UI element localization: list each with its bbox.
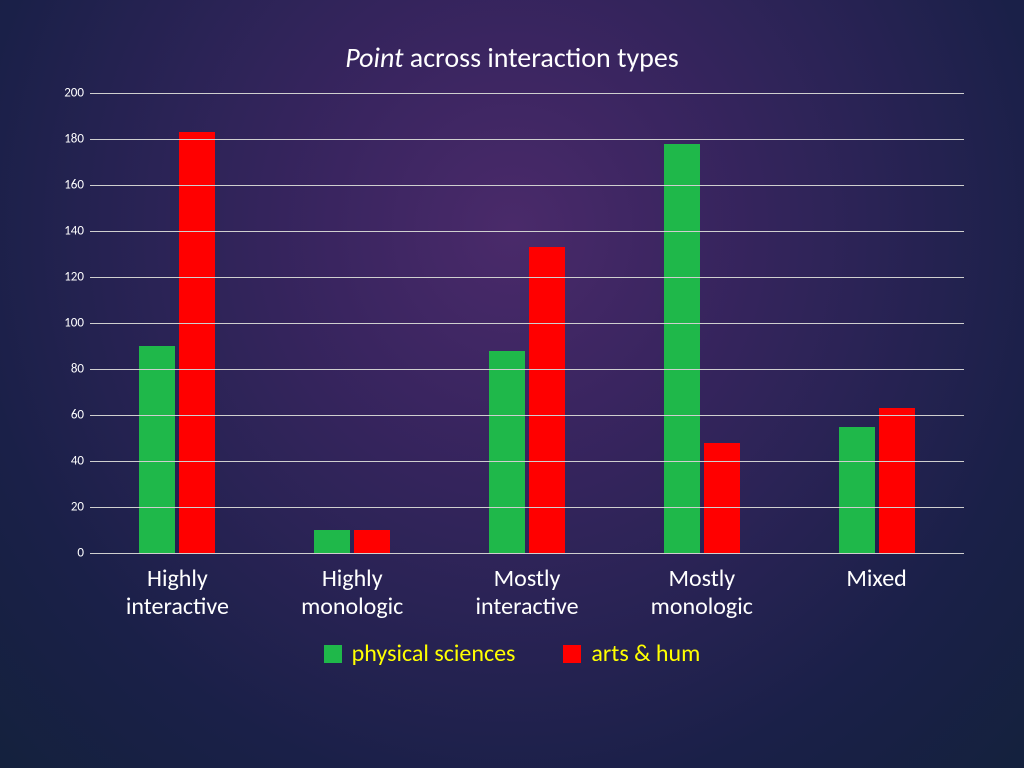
y-tick-label: 100 <box>52 316 84 331</box>
x-tick-label: Highlyinteractive <box>90 565 265 620</box>
bar <box>314 530 350 553</box>
legend-item: physical sciences <box>324 639 516 668</box>
y-tick-label: 40 <box>52 454 84 469</box>
y-tick-label: 140 <box>52 224 84 239</box>
y-tick-label: 160 <box>52 178 84 193</box>
grid-line <box>90 93 964 94</box>
legend-swatch <box>563 645 581 663</box>
plot-area: 020406080100120140160180200 <box>90 93 964 553</box>
y-tick-label: 60 <box>52 408 84 423</box>
grid-line <box>90 369 964 370</box>
legend-swatch <box>324 645 342 663</box>
x-tick-label: Highlymonologic <box>265 565 440 620</box>
chart-container: Point across interaction types 020406080… <box>50 40 974 720</box>
legend-label: physical sciences <box>352 639 516 668</box>
bar <box>179 132 215 553</box>
x-tick-label: Mixed <box>789 565 964 593</box>
grid-line <box>90 139 964 140</box>
grid-line <box>90 323 964 324</box>
y-tick-label: 80 <box>52 362 84 377</box>
legend-label: arts & hum <box>591 639 700 668</box>
grid-line <box>90 185 964 186</box>
x-tick-label: Mostlymonologic <box>614 565 789 620</box>
legend: physical sciences arts & hum <box>50 639 974 668</box>
grid-line <box>90 507 964 508</box>
legend-item: arts & hum <box>563 639 700 668</box>
bar <box>354 530 390 553</box>
grid-line <box>90 277 964 278</box>
bar <box>664 144 700 553</box>
bar <box>489 351 525 553</box>
y-tick-label: 200 <box>52 86 84 101</box>
bar <box>839 427 875 554</box>
chart-title: Point across interaction types <box>50 40 974 75</box>
y-tick-label: 20 <box>52 500 84 515</box>
bar <box>139 346 175 553</box>
grid-line <box>90 231 964 232</box>
title-rest: across interaction types <box>403 40 678 75</box>
y-tick-label: 0 <box>52 546 84 561</box>
bar <box>879 408 915 553</box>
x-axis: HighlyinteractiveHighlymonologicMostlyin… <box>90 553 964 633</box>
bar <box>704 443 740 553</box>
grid-line <box>90 461 964 462</box>
y-tick-label: 180 <box>52 132 84 147</box>
x-tick-label: Mostlyinteractive <box>440 565 615 620</box>
y-tick-label: 120 <box>52 270 84 285</box>
grid-line <box>90 415 964 416</box>
title-italic: Point <box>345 40 403 75</box>
